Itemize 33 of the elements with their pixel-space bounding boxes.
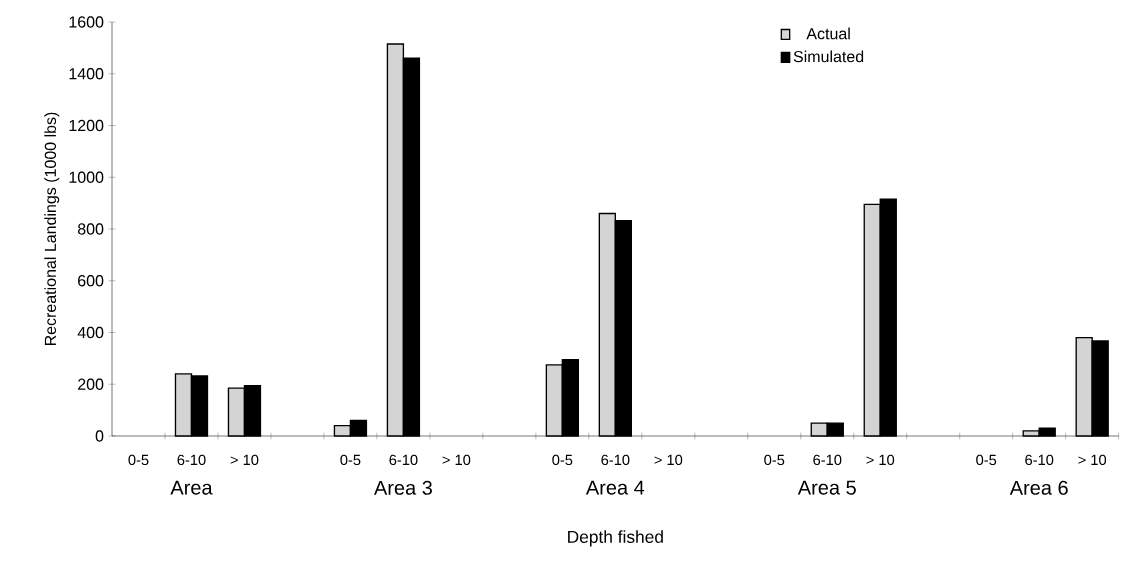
text: Area [170, 480, 213, 495]
x-tick-label: 0-5 [552, 454, 573, 466]
x-tick-label: 0-5 [764, 454, 785, 466]
x-tick-label: 0-5 [340, 454, 361, 466]
y-tick-label: 600 [78, 275, 104, 287]
x-tick-label: 6-10 [389, 454, 418, 466]
x-tick-label: > 10 [1078, 454, 1107, 466]
x-tick-label: 6-10 [813, 454, 842, 466]
x-tick-label: 6-10 [1025, 454, 1054, 466]
x-tick-label: 0-5 [128, 454, 149, 466]
y-axis-title: Recreational Landings (1000 lbs) [44, 112, 60, 346]
y-tick-label: 1600 [69, 16, 104, 28]
y-tick-label: 1200 [69, 119, 104, 132]
x-tick-label: 6-10 [177, 454, 206, 466]
y-tick-label: 200 [78, 378, 104, 390]
x-tick-label: 6-10 [601, 454, 630, 466]
x-tick-label: > 10 [230, 454, 259, 466]
x-tick-label: > 10 [442, 454, 471, 466]
y-tick-label: 1000 [69, 171, 104, 183]
y-tick-label: 400 [77, 326, 104, 339]
text: Area 4 [585, 480, 645, 495]
x-tick-label: 0-5 [976, 454, 997, 466]
y-tick-label: 0 [95, 430, 104, 442]
y-tick-label: 1400 [69, 68, 104, 80]
text: Area 3 [373, 480, 432, 495]
text: Area 6 [1009, 480, 1068, 495]
x-tick-label: > 10 [866, 454, 895, 466]
text: Area 5 [797, 480, 856, 495]
legend-label: Simulated [793, 50, 864, 63]
x-axis-title: Depth fished [568, 530, 663, 547]
y-tick-label: 800 [77, 223, 104, 235]
legend-label: Actual [806, 27, 850, 40]
x-tick-label: > 10 [654, 454, 683, 466]
